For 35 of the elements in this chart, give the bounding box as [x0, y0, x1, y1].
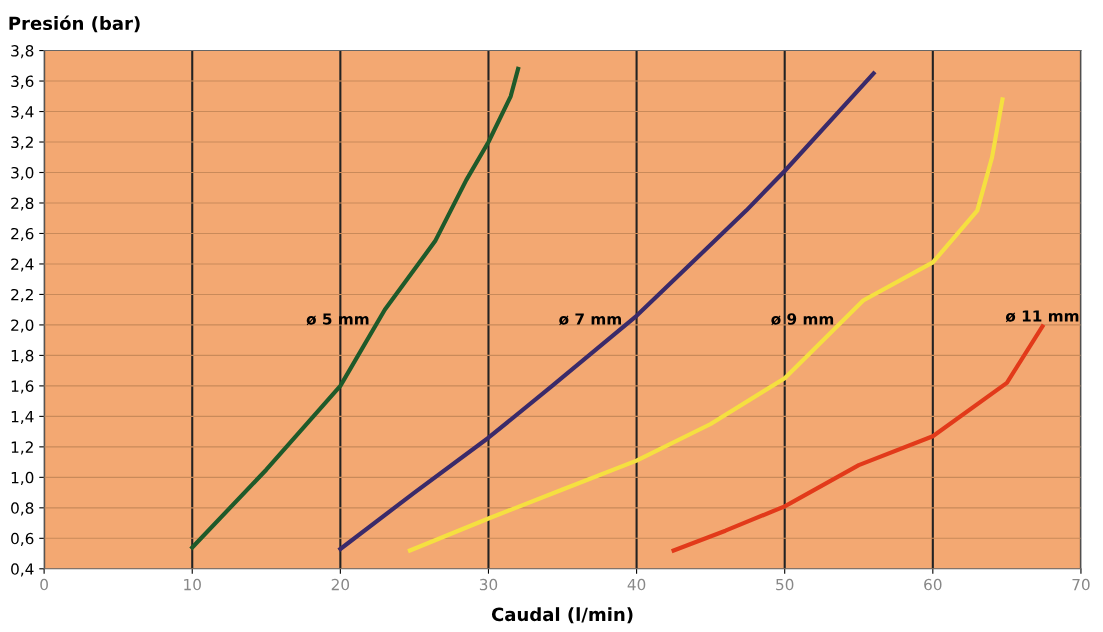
y-tick-label: 0,6	[11, 532, 34, 546]
x-tick-label: 70	[1072, 578, 1090, 591]
series-label: ø 7 mm	[559, 313, 621, 326]
x-tick-label: 0	[40, 578, 48, 591]
y-axis-title: Presión (bar)	[9, 15, 140, 33]
y-tick-label: 1,2	[11, 441, 33, 455]
line-series	[671, 324, 1045, 553]
y-tick-label: 2,2	[11, 288, 33, 303]
y-tick-label: 0,4	[11, 563, 34, 577]
y-tick-label: 3,8	[11, 45, 34, 59]
x-axis-title: Caudal (l/min)	[491, 607, 633, 624]
line-series	[190, 66, 521, 550]
y-tick-label: 3,4	[11, 105, 34, 120]
y-tick-label: 3,0	[11, 166, 34, 181]
y-tick-label: 2,4	[11, 258, 34, 272]
x-tick-label: 40	[627, 578, 646, 591]
x-tick-label: 30	[479, 578, 498, 591]
y-tick-label: 3,6	[11, 75, 34, 89]
series-label: ø 9 mm	[771, 313, 834, 326]
y-tick-label: 1,8	[11, 349, 34, 363]
x-tick-label: 60	[924, 578, 942, 591]
y-tick-label: 3,2	[11, 136, 33, 150]
y-tick-label: 1,4	[11, 411, 34, 424]
x-tick-label: 10	[184, 578, 201, 591]
line-series	[407, 97, 1005, 553]
y-tick-label: 2,8	[11, 197, 34, 211]
y-tick-label: 2,6	[11, 227, 34, 242]
y-tick-label: 0,8	[11, 502, 34, 516]
x-tick-label: 50	[776, 578, 794, 591]
x-tick-label: 20	[331, 578, 350, 591]
y-tick-label: 2,0	[11, 319, 34, 333]
y-tick-label: 1,6	[11, 380, 34, 394]
line-series	[338, 71, 876, 552]
series-label: ø 11 mm	[1005, 310, 1079, 323]
y-tick-label: 1,0	[11, 471, 34, 485]
